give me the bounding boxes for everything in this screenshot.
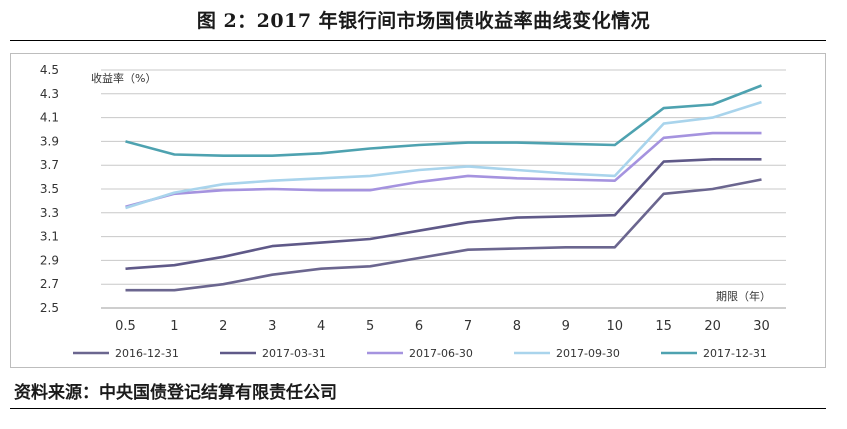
- source-note: 资料来源：中央国债登记结算有限责任公司: [14, 383, 337, 403]
- x-tick-label: 8: [513, 319, 521, 334]
- series-line: [125, 158, 762, 270]
- x-tick-label: 20: [704, 319, 721, 334]
- x-tick-label: 0.5: [115, 319, 136, 334]
- x-tick-label: 4: [317, 319, 325, 334]
- y-tick-label: 2.5: [40, 301, 59, 315]
- legend-label: 2017-03-31: [262, 347, 326, 360]
- y-axis-ticks: 2.5 2.7 2.9 3.1 3.3 3.5 3.7 3.9 4.1 4.3 4.5: [40, 63, 59, 315]
- x-tick-label: 2: [219, 319, 227, 334]
- y-tick-label: 4.3: [40, 87, 59, 101]
- y-tick-label: 3.9: [40, 134, 59, 148]
- y-tick-label: 2.9: [40, 253, 59, 267]
- title-divider: [10, 40, 826, 41]
- x-tick-label: 15: [655, 319, 672, 334]
- x-tick-label: 3: [268, 319, 276, 334]
- x-tick-label: 30: [753, 319, 770, 334]
- y-tick-label: 3.1: [40, 230, 59, 244]
- x-tick-label: 7: [464, 319, 472, 334]
- x-tick-label: 1: [170, 319, 178, 334]
- series-line: [125, 84, 762, 157]
- y-tick-label: 3.5: [40, 182, 59, 196]
- chart-container: 2.5 2.7 2.9 3.1 3.3 3.5 3.7 3.9 4.1 4.3 4.5 0.5 1 2 3…: [10, 53, 826, 368]
- series-line: [125, 131, 762, 209]
- yield-curve-chart: 2.5 2.7 2.9 3.1 3.3 3.5 3.7 3.9 4.1 4.3 4.5 0.5 1 2 3…: [40, 63, 786, 360]
- legend-label: 2017-06-30: [409, 347, 473, 360]
- series-line: [125, 100, 762, 210]
- bottom-divider: [10, 408, 826, 409]
- x-tick-label: 10: [606, 319, 623, 334]
- x-axis-ticks: 0.5 1 2 3 4 5 6 7 8 9 10 15 20 30: [115, 319, 770, 334]
- y-tick-label: 4.5: [40, 63, 59, 77]
- x-tick-label: 6: [415, 319, 423, 334]
- y-tick-label: 3.7: [40, 158, 59, 172]
- y-tick-label: 2.7: [40, 277, 59, 291]
- y-tick-label: 3.3: [40, 206, 59, 220]
- y-tick-label: 4.1: [40, 111, 59, 125]
- series-lines: [125, 84, 762, 292]
- legend-label: 2016-12-31: [115, 347, 179, 360]
- series-line: [125, 178, 762, 292]
- x-axis-label: 期限（年）: [716, 289, 771, 303]
- legend: 2016-12-31 2017-03-31 2017-06-30 2017-09-30…: [73, 347, 767, 360]
- legend-label: 2017-09-30: [556, 347, 620, 360]
- legend-label: 2017-12-31: [703, 347, 767, 360]
- x-tick-label: 9: [562, 319, 570, 334]
- y-axis-label: 收益率（%）: [91, 71, 156, 85]
- x-tick-label: 5: [366, 319, 374, 334]
- page-title: 图 2：2017 年银行间市场国债收益率曲线变化情况: [196, 10, 651, 32]
